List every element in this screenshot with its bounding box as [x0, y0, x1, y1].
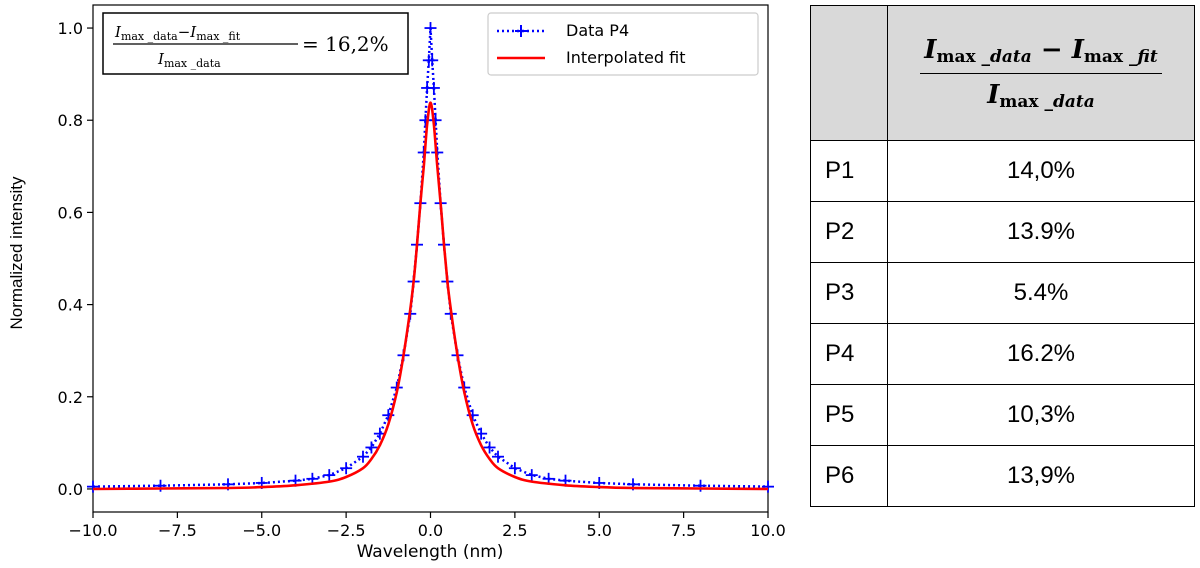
annot-num-left-sub: max _data [121, 30, 178, 43]
table-row: P5 10,3% [810, 384, 1195, 446]
table-header-formula: Imax _data − Imax _fit Imax _data [887, 5, 1195, 141]
x-tick-label: −2.5 [327, 521, 366, 540]
x-tick-label: −10.0 [68, 521, 117, 540]
ratio-table: Imax _data − Imax _fit Imax _data P1 14,… [810, 5, 1195, 507]
x-tick-label: 2.5 [502, 521, 527, 540]
y-tick-label: 0.8 [58, 111, 83, 130]
table-row: P6 13,9% [810, 445, 1195, 507]
row-label: P1 [810, 140, 888, 202]
hdr-num-a-var: data [990, 46, 1032, 67]
annot-minus: − [178, 23, 191, 41]
data-point [525, 469, 538, 482]
chart: −10.0 −7.5 −5.0 −2.5 0.0 2.5 5.0 7.5 10.0 0.0 0.2 0… [7, 4, 786, 562]
legend-data-p4: Data P4 [566, 21, 629, 40]
data-p4-dotted-line [92, 27, 769, 488]
hdr-den-sub: max _ [999, 91, 1053, 112]
table-row: P4 16.2% [810, 323, 1195, 385]
x-axis-label: Wavelength (nm) [357, 542, 504, 562]
data-point [492, 450, 504, 463]
annot-den-sub: max _data [164, 57, 221, 70]
table-header-row: Imax _data − Imax _fit Imax _data [810, 5, 1195, 141]
axis-ticks: −10.0 −7.5 −5.0 −2.5 0.0 2.5 5.0 7.5 10.0 0.0 0.2 0… [58, 19, 786, 540]
row-label: P3 [810, 262, 888, 324]
interpolated-fit-line [92, 101, 769, 491]
row-value: 13,9% [887, 445, 1195, 507]
data-point [508, 462, 521, 475]
annot-den: I [157, 50, 165, 68]
data-point [87, 480, 99, 493]
annot-equals: = 16,2% [302, 32, 389, 56]
ratio-annotation: Imax _data−Imax _fit Imax _data = 16,2% [102, 12, 409, 75]
x-tick-label: −7.5 [158, 521, 197, 540]
table-row: P1 14,0% [810, 140, 1195, 202]
row-value: 5.4% [887, 262, 1195, 324]
annot-num-right: I [189, 23, 197, 41]
legend: Data P4 Interpolated fit [487, 12, 759, 76]
hdr-num-a-sub: max _ [936, 46, 991, 67]
y-tick-label: 0.0 [58, 480, 83, 499]
hdr-den-var: data [1052, 91, 1095, 112]
x-tick-label: 5.0 [587, 521, 612, 540]
svg-text:Imax _data: Imax _data [157, 50, 221, 70]
hdr-num-b-sub: max _ [1083, 46, 1138, 67]
data-point [365, 441, 378, 454]
annot-num-right-sub: max _fit [196, 30, 241, 43]
row-label: P5 [810, 384, 888, 446]
hdr-num-b-var: fit [1137, 46, 1158, 67]
svg-text:Imax _data−Imax _fit: Imax _data−Imax _fit [114, 23, 241, 43]
y-tick-label: 0.4 [58, 296, 83, 315]
legend-interpolated-fit: Interpolated fit [566, 48, 685, 67]
hdr-num-b: I [1071, 34, 1084, 65]
y-tick-label: 0.2 [58, 388, 83, 407]
y-axis-label: Normalized intensity [7, 176, 26, 330]
x-tick-label: 10.0 [750, 521, 786, 540]
hdr-minus: − [1040, 34, 1063, 65]
y-tick-label: 1.0 [58, 19, 83, 38]
row-label: P6 [810, 445, 888, 507]
table-row: P2 13.9% [810, 201, 1195, 263]
row-value: 16.2% [887, 323, 1195, 385]
x-tick-label: −5.0 [242, 521, 281, 540]
y-tick-label: 0.6 [58, 203, 83, 222]
table-header-empty-cell [810, 5, 888, 141]
row-label: P2 [810, 201, 888, 263]
data-p4-marks [87, 22, 774, 493]
row-label: P4 [810, 323, 888, 385]
table-row: P3 5.4% [810, 262, 1195, 324]
hdr-den: I [987, 79, 1000, 110]
row-value: 14,0% [887, 140, 1195, 202]
annot-num-left: I [114, 23, 122, 41]
x-tick-label: 0.0 [418, 521, 443, 540]
x-tick-label: 7.5 [671, 521, 696, 540]
hdr-num-a: I [924, 34, 937, 65]
row-value: 10,3% [887, 384, 1195, 446]
plot-frame [92, 4, 769, 513]
row-value: 13.9% [887, 201, 1195, 263]
